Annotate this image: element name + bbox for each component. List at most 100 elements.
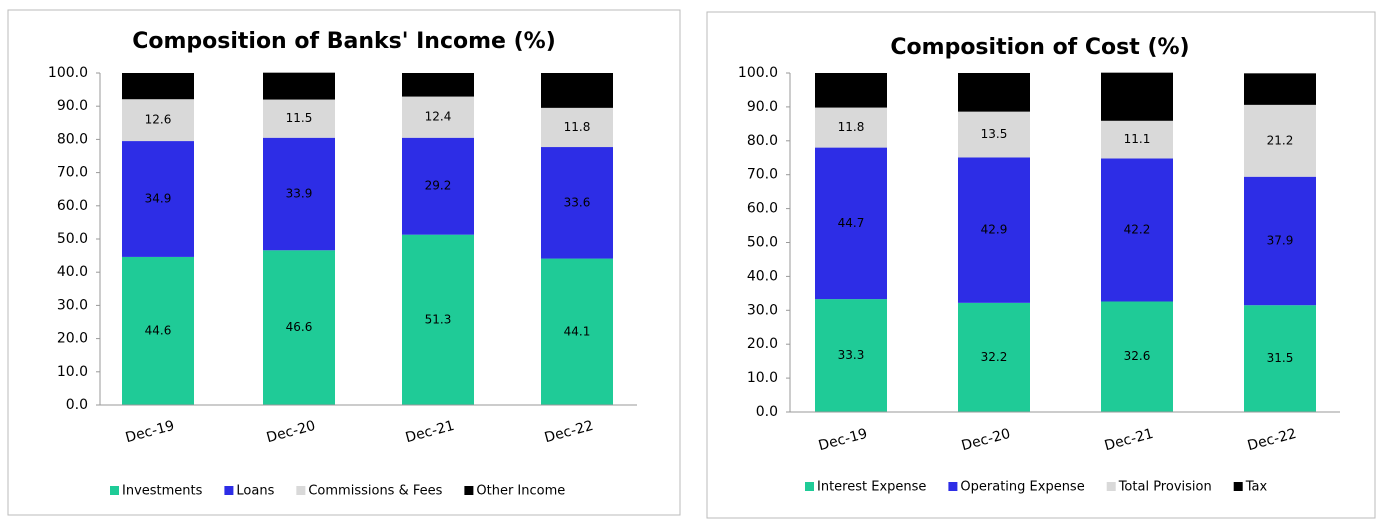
data-label: 10.5 [564, 83, 591, 97]
legend-label: Investments [122, 484, 203, 499]
legend-swatch [296, 486, 306, 495]
y-tick-label: 80.0 [747, 133, 778, 149]
bar-segment [541, 107, 613, 148]
legend-label: Operating Expense [960, 480, 1084, 495]
bar-segment [958, 157, 1030, 303]
bar-segment [958, 302, 1030, 412]
data-label: 14.2 [1124, 89, 1151, 103]
y-tick-label: 50.0 [747, 235, 778, 251]
data-label: 44.1 [564, 324, 591, 338]
data-label: 11.1 [1124, 132, 1151, 146]
bar-segment [263, 250, 335, 405]
data-label: 44.7 [838, 216, 865, 230]
bar-segment [1244, 104, 1316, 177]
data-label: 13.5 [981, 127, 1008, 141]
bar-segment [402, 96, 474, 138]
data-label: 7.9 [148, 79, 167, 93]
data-label: 8.1 [289, 79, 308, 93]
data-label: 46.6 [286, 320, 313, 334]
bar-segment [815, 299, 887, 412]
legend-swatch [805, 482, 814, 491]
bar-segment [815, 107, 887, 148]
bar-segment [263, 99, 335, 138]
y-tick-label: 90.0 [747, 99, 778, 115]
y-tick-label: 60.0 [57, 198, 88, 214]
y-tick-label: 30.0 [747, 302, 778, 318]
data-label: 33.6 [564, 195, 591, 209]
bar-segment [122, 99, 194, 142]
legend-label: Tax [1245, 480, 1268, 495]
bar-segment [541, 258, 613, 405]
data-label: 44.6 [145, 323, 172, 337]
data-label: 37.9 [1267, 233, 1294, 247]
data-label: 32.2 [981, 350, 1008, 364]
y-tick-label: 100.0 [48, 65, 88, 81]
bar-segment [958, 111, 1030, 158]
bar-segment [122, 256, 194, 405]
data-label: 11.8 [838, 120, 865, 134]
legend-label: Other Income [476, 484, 565, 499]
data-label: 12.6 [145, 113, 172, 127]
y-tick-label: 70.0 [747, 167, 778, 183]
y-tick-label: 40.0 [57, 264, 88, 280]
legend-label: Commissions & Fees [308, 484, 442, 499]
bar-segment [815, 147, 887, 300]
data-label: 31.5 [1267, 351, 1294, 365]
y-tick-label: 20.0 [747, 336, 778, 352]
legend-swatch [948, 482, 958, 491]
bar-segment [541, 147, 613, 259]
legend-swatch [1233, 482, 1243, 491]
data-label: 33.3 [838, 348, 865, 362]
data-label: 10.2 [838, 83, 865, 97]
y-tick-label: 0.0 [756, 404, 778, 420]
bar-segment [402, 137, 474, 235]
y-tick-label: 100.0 [738, 65, 778, 81]
bar-segment [1101, 158, 1173, 302]
legend-swatch [224, 486, 234, 495]
bar-segment [958, 73, 1030, 112]
legend-label: Total Provision [1118, 480, 1212, 495]
y-tick-label: 40.0 [747, 268, 778, 284]
y-tick-label: 80.0 [57, 131, 88, 147]
y-tick-label: 30.0 [57, 297, 88, 313]
data-label: 33.9 [286, 187, 313, 201]
y-tick-label: 90.0 [57, 98, 88, 114]
y-tick-label: 60.0 [747, 201, 778, 217]
data-label: 42.9 [981, 223, 1008, 237]
bar-segment [1101, 120, 1173, 159]
y-tick-label: 10.0 [57, 364, 88, 380]
bar-segment [122, 73, 194, 100]
bar-segment [541, 73, 613, 108]
legend-label: Interest Expense [817, 480, 926, 495]
data-label: 7.1 [428, 77, 447, 91]
bar-segment [402, 234, 474, 405]
y-tick-label: 10.0 [747, 370, 778, 386]
y-tick-label: 0.0 [66, 397, 88, 413]
data-label: 34.9 [145, 191, 172, 205]
data-label: 11.8 [564, 120, 591, 134]
y-tick-label: 20.0 [57, 331, 88, 347]
legend-swatch [1106, 482, 1116, 491]
chart-title: Composition of Cost (%) [890, 35, 1189, 60]
data-label: 29.2 [425, 179, 452, 193]
bar-segment [263, 137, 335, 251]
bar-segment [1244, 73, 1316, 105]
bar-segment [402, 73, 474, 97]
data-label: 11.5 [286, 111, 313, 125]
data-label: 21.2 [1267, 133, 1294, 147]
data-label: 9.3 [1270, 82, 1289, 96]
data-label: 32.6 [1124, 349, 1151, 363]
bar-segment [122, 141, 194, 257]
legend-swatch [464, 486, 474, 495]
data-label: 12.4 [425, 110, 452, 124]
bar-segment [1244, 176, 1316, 306]
bar-segment [1101, 301, 1173, 412]
chart-title: Composition of Banks' Income (%) [132, 29, 556, 54]
bar-segment [1101, 72, 1173, 121]
bar-segment [815, 73, 887, 108]
bar-segment [1244, 305, 1316, 412]
data-label: 11.4 [981, 85, 1008, 99]
legend-label: Loans [236, 484, 274, 499]
bar-segment [263, 72, 335, 100]
